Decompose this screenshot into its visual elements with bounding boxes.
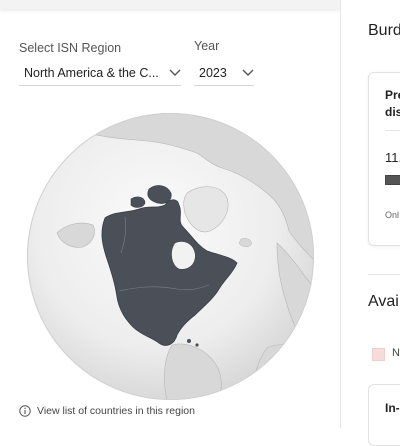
caribbean-island	[187, 339, 191, 343]
metric-card-progress-bar	[385, 175, 400, 185]
indicator-card-label: In-	[385, 401, 400, 415]
region-select[interactable]: North America & the C...	[19, 61, 181, 86]
land-east-asia	[56, 222, 95, 248]
caribbean-island	[195, 343, 199, 347]
region-globe-map[interactable]	[27, 113, 314, 400]
section-divider	[368, 274, 400, 275]
metric-card-value: 11.	[385, 150, 400, 165]
metric-card-heading: Pre dis	[385, 87, 400, 121]
view-countries-link-label: View list of countries in this region	[37, 405, 195, 417]
globe-outline	[27, 113, 314, 400]
border-line	[120, 216, 127, 254]
land-arctic-islands-highlight	[147, 185, 172, 204]
land-south-america	[164, 343, 222, 400]
legend-swatch	[372, 348, 385, 361]
land-iceland	[238, 238, 252, 247]
year-select[interactable]: 2023	[194, 61, 254, 86]
hudson-bay	[171, 241, 196, 270]
border-line	[118, 284, 210, 292]
region-select-label: Select ISN Region	[19, 41, 122, 55]
info-icon	[19, 405, 31, 417]
metric-card: Pre dis 11. Onl	[368, 72, 400, 246]
metric-card-heading-line1: Pre	[385, 88, 400, 102]
top-bar	[0, 0, 340, 9]
land-arctic-islands-highlight-2	[130, 196, 146, 208]
legend-label: N	[392, 347, 400, 359]
metric-card-divider	[385, 130, 400, 131]
view-countries-link[interactable]: View list of countries in this region	[19, 405, 195, 417]
availability-section-title: Avai	[368, 293, 399, 310]
chevron-down-icon	[169, 69, 181, 76]
year-select-label: Year	[194, 39, 220, 53]
chevron-down-icon	[242, 69, 254, 76]
region-select-value: North America & the C...	[24, 66, 159, 80]
metric-card-heading-line2: dis	[385, 105, 400, 119]
right-panel-title: Burd	[368, 22, 400, 39]
land-north-america-highlight	[101, 199, 238, 346]
panel-divider	[340, 0, 341, 428]
year-select-value: 2023	[199, 66, 227, 80]
metric-card-note: Onl	[385, 210, 400, 220]
indicator-card[interactable]: In-	[368, 384, 400, 446]
land-greenland	[183, 186, 229, 233]
